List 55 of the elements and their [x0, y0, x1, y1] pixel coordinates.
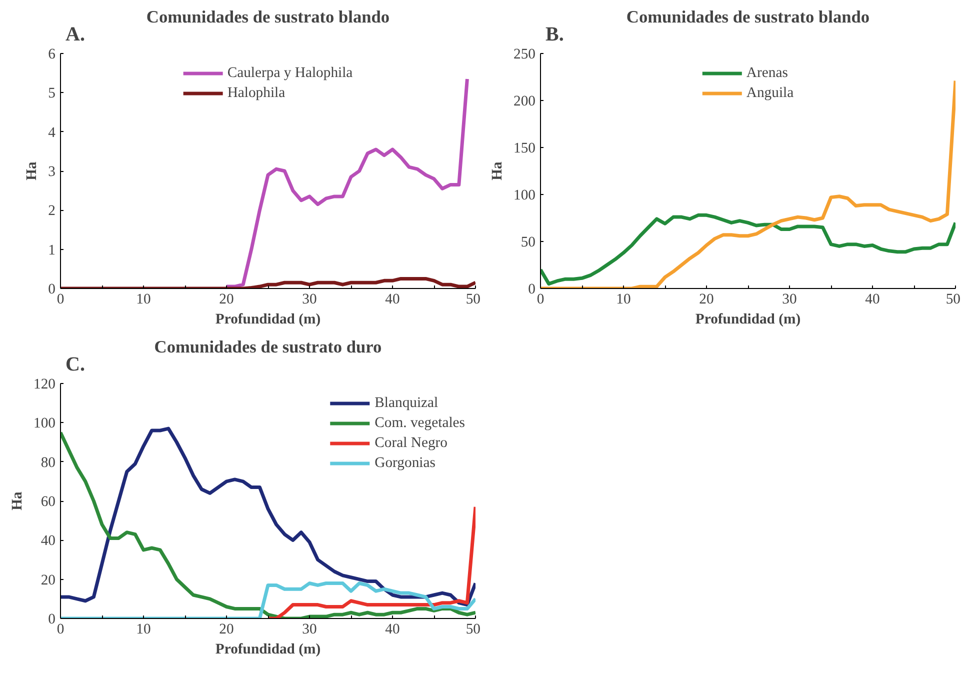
x-tick-label: 50: [946, 292, 960, 308]
y-tick-label: 1: [48, 242, 56, 258]
x-tick-label: 50: [466, 622, 480, 638]
y-tick-label: 100: [514, 188, 536, 204]
y-tick-label: 250: [514, 46, 536, 62]
chart-title: Comunidades de sustrato blando: [146, 8, 390, 26]
legend-label: Halophila: [227, 84, 286, 102]
x-axis-title: Profundidad (m): [215, 312, 321, 328]
legend-label: Blanquizal: [374, 394, 438, 412]
y-tick-label: 0: [48, 282, 56, 298]
x-tick-label: 30: [302, 292, 317, 308]
legend-label: Anguila: [746, 84, 794, 102]
chart-title: Comunidades de sustrato duro: [154, 338, 382, 356]
y-tick-label: 0: [528, 282, 536, 298]
y-tick-label: 60: [40, 494, 56, 510]
text: B.: [546, 24, 564, 46]
x-tick-label: 30: [302, 622, 317, 638]
x-tick-label: 40: [385, 622, 400, 638]
y-tick-label: 4: [48, 124, 56, 141]
x-tick-label: 20: [699, 292, 714, 308]
x-axis-title: Profundidad (m): [695, 312, 801, 328]
legend-label: Caulerpa y Halophila: [227, 64, 353, 82]
x-tick-label: 20: [219, 292, 234, 308]
legend-label: Arenas: [746, 64, 788, 82]
x-tick-label: 30: [782, 292, 797, 308]
y-axis-title: Ha: [490, 160, 506, 180]
text: C.: [66, 354, 85, 376]
x-tick-label: 50: [466, 292, 480, 308]
y-tick-label: 20: [40, 572, 56, 588]
y-tick-label: 80: [40, 454, 56, 471]
y-axis-title: Ha: [10, 490, 26, 510]
y-tick-label: 100: [34, 416, 56, 432]
x-tick-label: 40: [385, 292, 400, 308]
x-tick-label: 10: [136, 292, 151, 308]
y-tick-label: 3: [48, 164, 56, 180]
text: A.: [66, 24, 85, 46]
x-axis-title: Profundidad (m): [215, 642, 321, 658]
legend-label: Gorgonias: [374, 454, 436, 472]
y-tick-label: 5: [48, 86, 56, 102]
x-tick-label: 20: [219, 622, 234, 638]
y-tick-label: 6: [48, 46, 56, 62]
legend-label: Coral Negro: [374, 434, 448, 452]
x-tick-label: 40: [865, 292, 880, 308]
y-tick-label: 120: [34, 376, 56, 392]
y-tick-label: 40: [40, 533, 56, 550]
y-tick-label: 150: [514, 140, 536, 156]
y-axis-title: Ha: [24, 160, 40, 180]
x-tick-label: 10: [136, 622, 151, 638]
x-tick-label: 10: [616, 292, 631, 308]
y-tick-label: 0: [48, 612, 56, 628]
legend-label: Com. vegetales: [374, 414, 465, 432]
y-tick-label: 200: [514, 94, 536, 110]
y-tick-label: 50: [520, 234, 536, 250]
chart-title: Comunidades de sustrato blando: [626, 8, 870, 26]
y-tick-label: 2: [48, 203, 56, 220]
